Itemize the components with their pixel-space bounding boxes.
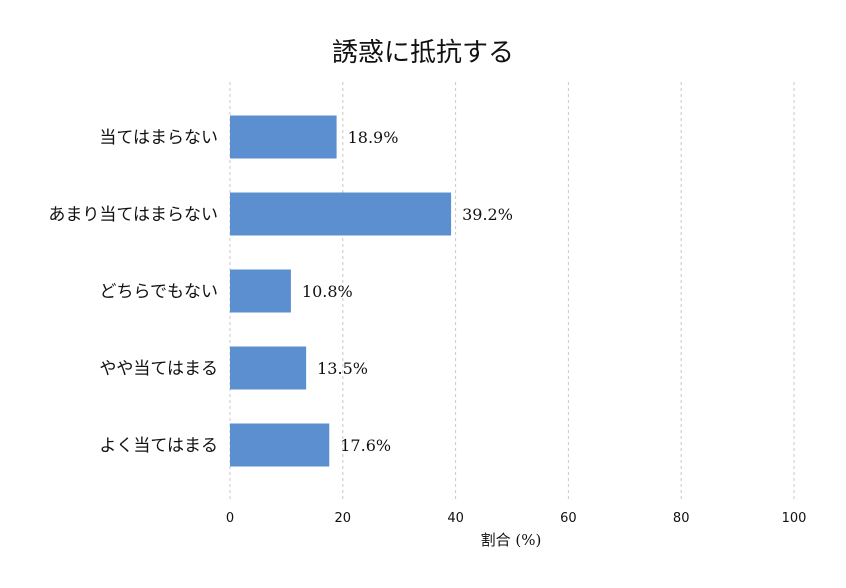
value-label: 13.5% (317, 359, 368, 378)
bar (230, 269, 291, 313)
x-tick-label: 60 (560, 511, 577, 526)
x-tick-labels: 0 20 40 60 80 100 (226, 511, 807, 526)
x-tick-label: 20 (335, 511, 352, 526)
chart-title: 誘惑に抵抗する (332, 38, 514, 68)
category-label: あまり当てはまらない (48, 205, 218, 225)
bars (230, 115, 452, 467)
value-label: 18.9% (348, 128, 399, 147)
bar (230, 115, 337, 159)
bar (230, 423, 330, 467)
x-tick-label: 40 (447, 511, 464, 526)
category-label: どちらでもない (100, 282, 219, 302)
x-tick-label: 80 (673, 511, 690, 526)
value-label: 39.2% (462, 205, 513, 224)
value-label: 17.6% (340, 436, 391, 455)
x-tick-label: 100 (782, 511, 807, 526)
value-label: 10.8% (302, 282, 353, 301)
value-labels: 18.9% 39.2% 10.8% 13.5% 17.6% (302, 128, 513, 455)
bar (230, 192, 452, 236)
bar (230, 346, 307, 390)
category-label: よく当てはまる (99, 436, 218, 456)
x-tick-label: 0 (226, 511, 234, 526)
x-axis-label: 割合 (%) (481, 531, 542, 549)
category-label: 当てはまらない (99, 128, 218, 148)
category-label: やや当てはまる (99, 359, 218, 379)
